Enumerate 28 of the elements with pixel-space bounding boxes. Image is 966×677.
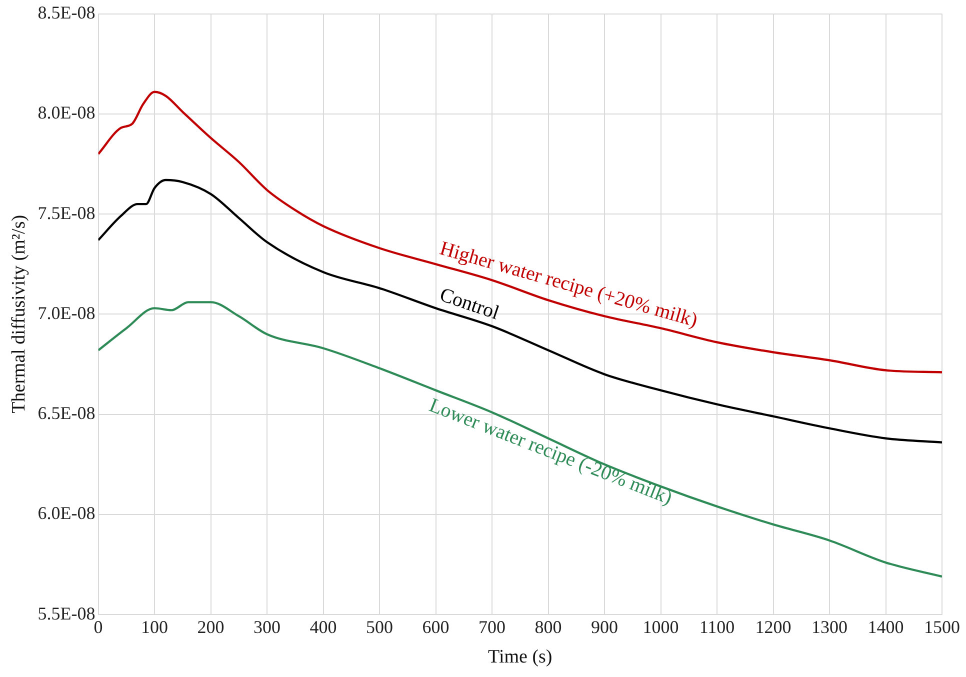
x-tick-label: 200 <box>197 617 224 638</box>
text: Lower water recipe (-20% milk) <box>426 394 676 510</box>
y-axis-title: Thermal diffusivity (m²/s) <box>8 214 30 414</box>
x-tick-label: 400 <box>310 617 337 638</box>
y-tick-label: 8.0E-08 <box>38 102 96 123</box>
text: Control <box>436 284 502 324</box>
x-tick-label: 600 <box>422 617 450 638</box>
y-tick-label: 5.5E-08 <box>38 603 96 624</box>
line-series <box>98 90 942 374</box>
x-tick-label: 1500 <box>924 617 960 638</box>
y-tick-label: 6.5E-08 <box>38 403 96 424</box>
y-tick-label: 6.0E-08 <box>38 503 96 524</box>
y-tick-label: 7.0E-08 <box>38 302 96 323</box>
x-tick-label: 1400 <box>868 617 904 638</box>
x-axis-title: Time (s) <box>488 646 552 668</box>
x-tick-label: 1300 <box>812 617 848 638</box>
x-tick-label: 1000 <box>642 617 679 638</box>
x-tick-label: 1200 <box>755 617 792 638</box>
x-tick-label: 900 <box>591 617 618 638</box>
y-tick-label: 8.5E-08 <box>38 2 96 23</box>
x-tick-label: 500 <box>366 617 394 638</box>
x-tick-label: 300 <box>254 617 281 638</box>
y-tick-label: 7.5E-08 <box>38 202 96 223</box>
x-tick-label: 100 <box>141 617 168 638</box>
x-tick-label: 800 <box>534 617 562 638</box>
x-tick-label: 700 <box>478 617 506 638</box>
x-tick-label: 1100 <box>699 617 735 638</box>
x-tick-label: 0 <box>94 617 103 638</box>
